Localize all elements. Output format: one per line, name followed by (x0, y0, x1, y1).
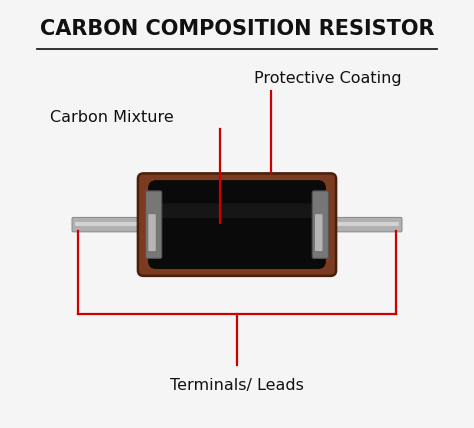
FancyBboxPatch shape (315, 214, 322, 251)
Text: Carbon Mixture: Carbon Mixture (50, 110, 173, 125)
FancyBboxPatch shape (312, 191, 328, 259)
Text: CARBON COMPOSITION RESISTOR: CARBON COMPOSITION RESISTOR (40, 19, 434, 39)
FancyBboxPatch shape (148, 214, 156, 251)
Bar (75, 222, 141, 226)
FancyBboxPatch shape (146, 191, 162, 259)
FancyBboxPatch shape (72, 217, 145, 232)
FancyBboxPatch shape (158, 204, 316, 218)
Bar (333, 222, 399, 226)
Text: Protective Coating: Protective Coating (254, 71, 401, 86)
FancyBboxPatch shape (148, 181, 326, 269)
FancyBboxPatch shape (138, 173, 336, 276)
FancyBboxPatch shape (329, 217, 402, 232)
Text: Terminals/ Leads: Terminals/ Leads (170, 378, 304, 393)
